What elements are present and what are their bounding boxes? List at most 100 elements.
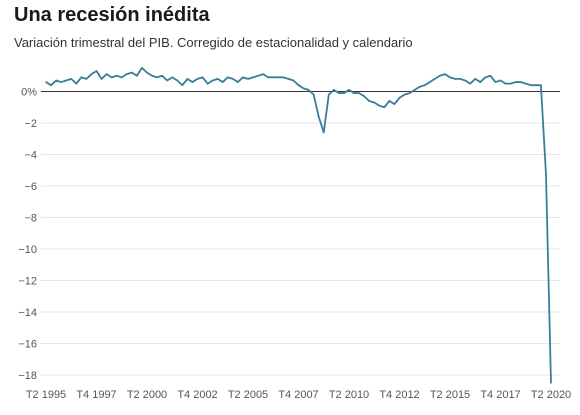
data-point — [328, 93, 330, 96]
data-point — [423, 84, 426, 86]
x-tick-label: T2 2020 — [531, 389, 571, 401]
data-point — [171, 76, 174, 79]
data-point — [474, 78, 477, 80]
data-point — [267, 76, 270, 79]
data-point — [444, 73, 446, 75]
data-point — [156, 76, 158, 79]
data-point — [287, 78, 290, 80]
data-point — [484, 76, 487, 79]
data-point — [176, 79, 179, 82]
data-point — [292, 79, 295, 82]
data-point — [317, 115, 320, 118]
y-tick-label: −14 — [18, 307, 37, 319]
data-point — [65, 79, 67, 82]
data-point — [186, 78, 189, 80]
data-point — [201, 76, 204, 79]
data-point — [535, 84, 537, 86]
data-point — [383, 106, 386, 109]
y-tick-label: −2 — [24, 118, 37, 130]
data-point — [363, 95, 365, 98]
data-point — [85, 78, 88, 80]
data-point — [489, 74, 492, 77]
data-point — [211, 79, 214, 82]
data-point — [333, 89, 335, 91]
data-point — [227, 76, 229, 79]
data-point — [257, 74, 259, 77]
data-point — [398, 97, 401, 99]
data-point — [509, 82, 512, 85]
data-point — [237, 81, 239, 83]
data-point — [530, 84, 532, 86]
data-point — [45, 81, 47, 83]
data-point — [378, 104, 381, 107]
data-point — [232, 78, 234, 80]
data-point — [343, 92, 345, 94]
data-point — [115, 74, 118, 77]
x-tick-label: T2 1995 — [26, 389, 66, 401]
data-point — [307, 89, 310, 91]
data-point — [439, 74, 441, 77]
data-point — [479, 81, 482, 83]
y-tick-label: −16 — [18, 339, 37, 351]
data-point — [136, 74, 138, 77]
x-axis-ticks: T2 1995 T4 1997 T2 2000 T4 2002 T2 2005 T4 20… — [26, 389, 571, 401]
data-point — [100, 78, 103, 80]
y-tick-label: −10 — [18, 244, 37, 256]
data-point — [524, 82, 527, 85]
data-point — [454, 78, 456, 80]
data-point — [196, 78, 199, 80]
data-point — [216, 78, 219, 80]
data-point — [312, 93, 315, 96]
data-point — [418, 85, 421, 88]
y-tick-label: −6 — [24, 181, 37, 193]
data-point — [373, 101, 376, 104]
data-point — [494, 81, 497, 83]
data-point — [55, 79, 57, 82]
data-point — [110, 76, 113, 79]
data-point — [429, 81, 431, 83]
data-point — [161, 74, 163, 77]
series-layer — [45, 66, 552, 384]
x-tick-label: T4 2002 — [177, 389, 217, 401]
x-tick-label: T4 2007 — [278, 389, 318, 401]
data-point — [459, 78, 461, 80]
data-point — [545, 172, 547, 175]
data-point — [75, 82, 78, 85]
y-tick-label: −8 — [24, 213, 37, 225]
data-point — [242, 76, 244, 79]
x-tick-label: T4 2017 — [480, 389, 520, 401]
gdp-series-line — [45, 66, 552, 383]
data-point — [302, 87, 305, 90]
gridlines — [41, 91, 560, 376]
data-point — [247, 78, 249, 80]
data-point — [348, 89, 350, 91]
data-point — [393, 103, 396, 105]
data-point — [95, 70, 98, 72]
data-point — [191, 81, 194, 83]
data-point — [206, 82, 209, 85]
data-point — [252, 76, 254, 79]
data-point — [519, 81, 522, 83]
data-point — [105, 73, 108, 75]
data-point — [166, 79, 168, 82]
data-point — [90, 73, 93, 75]
y-tick-label: −18 — [18, 370, 37, 382]
data-point — [146, 71, 148, 74]
data-point — [514, 81, 517, 83]
data-point — [449, 76, 451, 79]
data-point — [338, 92, 340, 94]
data-point — [277, 76, 280, 79]
data-point — [413, 89, 416, 91]
x-tick-label: T2 2010 — [329, 389, 369, 401]
data-point — [131, 71, 133, 74]
y-axis-ticks: 0% −2 −4 −6 −8 −10 −12 −14 −16 −18 — [18, 87, 37, 383]
data-point — [70, 78, 73, 80]
chart-subtitle: Variación trimestral del PIB. Corregido … — [14, 35, 413, 50]
data-point — [434, 78, 436, 80]
x-tick-label: T4 1997 — [76, 389, 116, 401]
data-point — [181, 84, 184, 86]
data-point — [322, 131, 325, 134]
data-point — [297, 84, 300, 86]
x-tick-label: T2 2005 — [228, 389, 268, 401]
data-point — [464, 79, 466, 82]
